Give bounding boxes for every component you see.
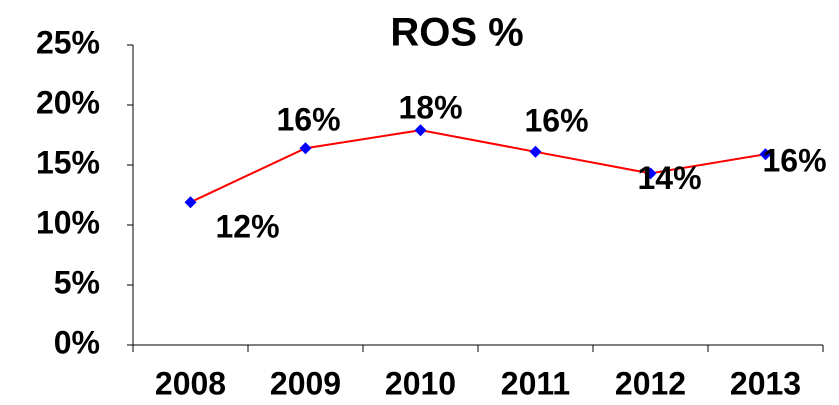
x-tick-label: 2012 (615, 365, 686, 401)
data-marker (644, 167, 657, 180)
data-line (190, 129, 766, 204)
data-label: 16% (276, 102, 340, 138)
x-tick-label: 2013 (730, 365, 801, 401)
data-label: 16% (524, 102, 588, 138)
data-label: 16% (762, 143, 826, 179)
data-marker (529, 145, 542, 158)
data-label: 18% (398, 90, 462, 126)
y-tick-label: 15% (36, 144, 100, 180)
chart-title: ROS % (390, 11, 523, 55)
y-tick-label: 25% (36, 24, 100, 60)
data-marker (184, 196, 197, 209)
y-tick-label: 0% (54, 324, 100, 360)
x-tick-label: 2009 (270, 365, 341, 401)
y-tick-label: 20% (36, 84, 100, 120)
x-tick-label: 2011 (501, 365, 570, 401)
data-marker (759, 148, 772, 161)
x-tick-label: 2010 (385, 365, 456, 401)
y-tick-label: 5% (54, 264, 100, 300)
data-label: 12% (215, 209, 279, 245)
data-marker (414, 124, 427, 137)
x-tick-label: 2008 (155, 365, 226, 401)
data-marker (299, 142, 312, 155)
data-label: 14% (637, 160, 701, 196)
y-tick-label: 10% (36, 204, 100, 240)
